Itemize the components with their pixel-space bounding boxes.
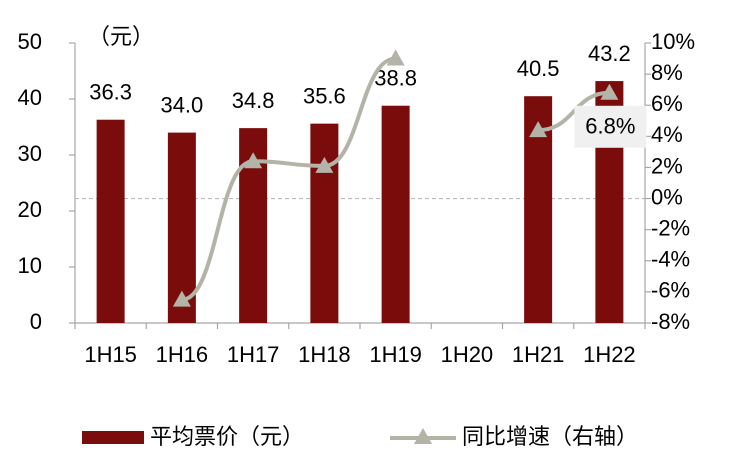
y2-tick-label: -2%: [651, 215, 690, 240]
line-marker: [529, 121, 548, 138]
x-tick-label: 1H18: [298, 342, 351, 367]
value-label-box: [574, 105, 647, 148]
y2-tick-label: -6%: [651, 278, 690, 303]
bar: [381, 105, 410, 323]
line-marker: [600, 83, 619, 100]
bar-value-label: 38.8: [374, 66, 417, 91]
y-tick-label: 40: [18, 85, 42, 110]
legend-label: 同比增速（右轴）: [462, 424, 638, 449]
line-marker: [244, 152, 263, 169]
bar-value-label: 34.8: [232, 88, 275, 113]
legend-label: 平均票价（元）: [150, 424, 304, 449]
y-tick-label: 50: [18, 29, 42, 54]
x-tick-label: 1H22: [583, 342, 636, 367]
x-tick-label: 1H16: [156, 342, 209, 367]
legend-marker: [414, 428, 432, 444]
y-unit: （元）: [88, 24, 154, 49]
bar-value-label: 36.3: [89, 80, 132, 105]
y2-tick-label: 10%: [651, 29, 695, 54]
y2-tick-label: -8%: [651, 309, 690, 334]
bar: [310, 123, 339, 323]
y-tick-label: 30: [18, 141, 42, 166]
y-tick-label: 20: [18, 197, 42, 222]
bar: [96, 119, 125, 323]
y2-tick-label: 8%: [651, 60, 683, 85]
bar-value-label: 43.2: [588, 41, 631, 66]
line-marker: [172, 290, 191, 307]
line-marker: [386, 49, 405, 66]
bar-value-label: 34.0: [160, 92, 203, 117]
y2-tick-label: 6%: [651, 91, 683, 116]
line-marker: [315, 156, 334, 173]
bar-value-label: 40.5: [517, 56, 560, 81]
x-tick-label: 1H15: [84, 342, 137, 367]
y2-tick-label: 0%: [651, 184, 683, 209]
legend-swatch: [82, 431, 144, 444]
x-tick-label: 1H17: [227, 342, 280, 367]
y-tick-label: 10: [18, 253, 42, 278]
y2-tick-label: 2%: [651, 153, 683, 178]
x-tick-label: 1H21: [512, 342, 565, 367]
y2-tick-label: -4%: [651, 247, 690, 272]
bar-value-label: 35.6: [303, 83, 346, 108]
y2-tick-label: 4%: [651, 122, 683, 147]
x-tick-label: 1H20: [441, 342, 494, 367]
y-tick-label: 0: [30, 309, 42, 334]
line-value-label: 6.8%: [585, 114, 635, 139]
x-tick-label: 1H19: [369, 342, 422, 367]
line: [181, 56, 610, 302]
